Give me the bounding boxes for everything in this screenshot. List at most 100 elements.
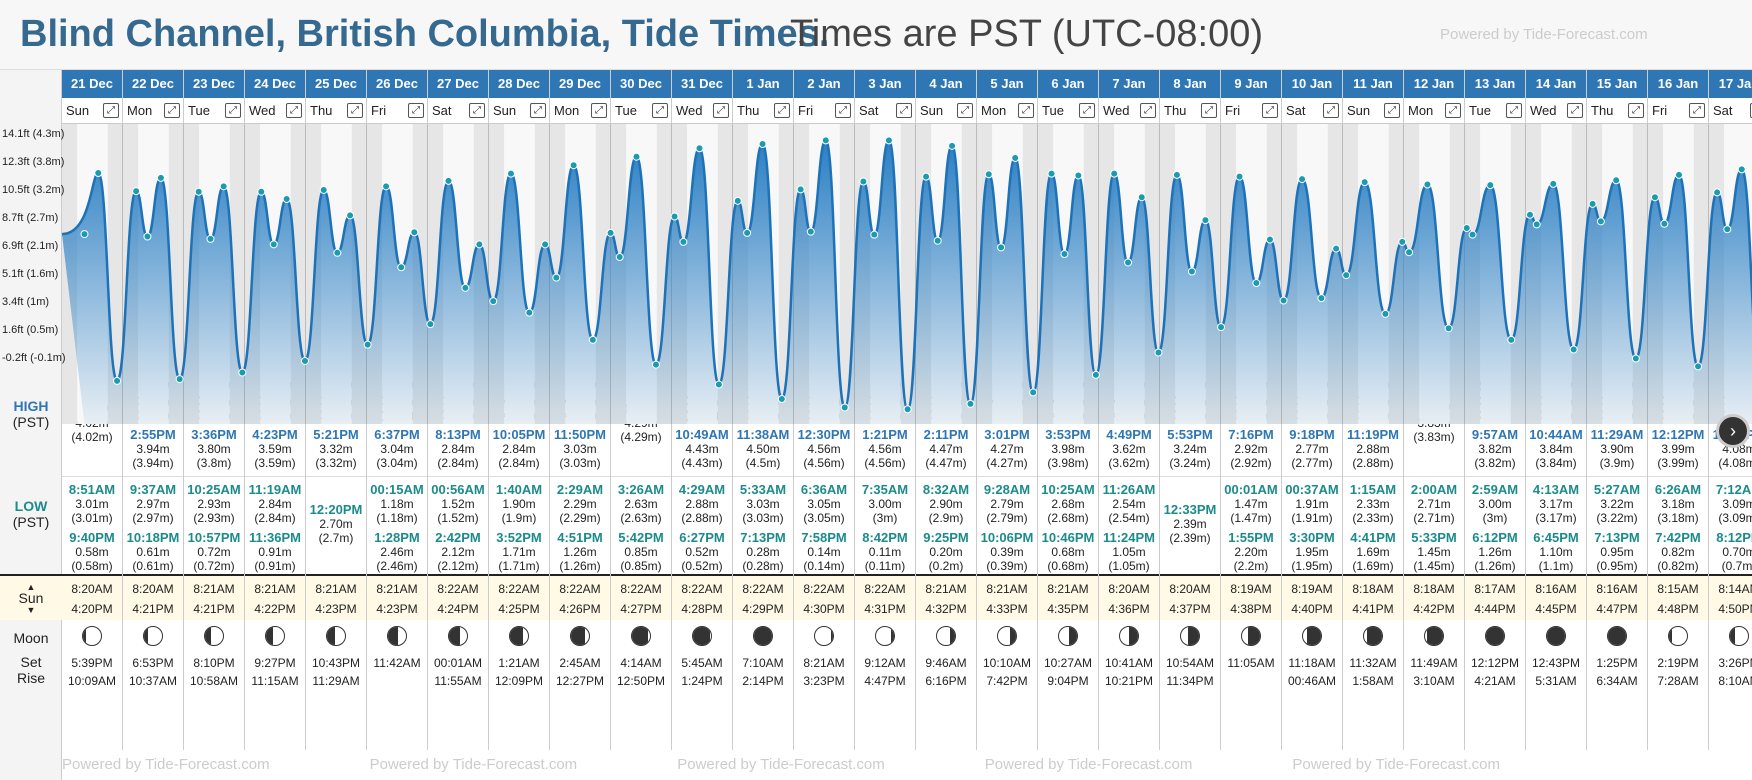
day-of-week[interactable]: Fri ⤢ (1648, 98, 1708, 124)
tide-point[interactable] (984, 170, 993, 179)
tide-point[interactable] (966, 399, 975, 408)
expand-icon[interactable]: ⤢ (103, 103, 119, 118)
tide-point[interactable] (1486, 181, 1495, 190)
date-header[interactable]: 15 Jan (1587, 70, 1647, 98)
tide-point[interactable] (238, 368, 247, 377)
tide-point[interactable] (525, 308, 534, 317)
day-of-week[interactable]: Thu ⤢ (733, 98, 793, 124)
day-of-week[interactable]: Sun ⤢ (1343, 98, 1403, 124)
tide-point[interactable] (1532, 220, 1541, 229)
date-header[interactable]: 21 Dec (62, 70, 122, 98)
day-of-week[interactable]: Tue ⤢ (1465, 98, 1525, 124)
tide-point[interactable] (1124, 258, 1133, 267)
tide-point[interactable] (1737, 165, 1746, 174)
day-of-week[interactable]: Sun ⤢ (62, 98, 122, 124)
tide-point[interactable] (821, 136, 830, 145)
day-of-week[interactable]: Fri ⤢ (1221, 98, 1281, 124)
day-of-week[interactable]: Mon ⤢ (123, 98, 183, 124)
tide-point[interactable] (219, 182, 228, 191)
date-header[interactable]: 27 Dec (428, 70, 488, 98)
tide-point[interactable] (1360, 178, 1369, 187)
tide-point[interactable] (156, 173, 165, 182)
tide-point[interactable] (1588, 199, 1597, 208)
tide-point[interactable] (1342, 271, 1351, 280)
date-header[interactable]: 7 Jan (1099, 70, 1159, 98)
tide-point[interactable] (1011, 153, 1020, 162)
tide-point[interactable] (1317, 294, 1326, 303)
date-header[interactable]: 31 Dec (672, 70, 732, 98)
tide-point[interactable] (859, 177, 868, 186)
tide-point[interactable] (1137, 193, 1146, 202)
expand-icon[interactable]: ⤢ (1201, 103, 1217, 118)
tide-point[interactable] (1423, 180, 1432, 189)
tide-point[interactable] (651, 360, 660, 369)
expand-icon[interactable]: ⤢ (774, 103, 790, 118)
expand-icon[interactable]: ⤢ (1140, 103, 1156, 118)
date-header[interactable]: 13 Jan (1465, 70, 1525, 98)
tide-point[interactable] (1723, 225, 1732, 234)
day-of-week[interactable]: Thu ⤢ (1587, 98, 1647, 124)
tide-point[interactable] (796, 185, 805, 194)
tide-point[interactable] (1060, 250, 1069, 259)
scroll-right-button[interactable]: › (1716, 414, 1750, 448)
tide-point[interactable] (410, 228, 419, 237)
tide-point[interactable] (113, 376, 122, 385)
expand-icon[interactable]: ⤢ (1506, 103, 1522, 118)
tide-point[interactable] (606, 228, 615, 237)
expand-icon[interactable]: ⤢ (1628, 103, 1644, 118)
tide-point[interactable] (346, 211, 355, 220)
day-of-week[interactable]: Sat ⤢ (428, 98, 488, 124)
expand-icon[interactable]: ⤢ (591, 103, 607, 118)
date-header[interactable]: 8 Jan (1160, 70, 1220, 98)
expand-icon[interactable]: ⤢ (347, 103, 363, 118)
tide-point[interactable] (132, 187, 141, 196)
tide-point[interactable] (1074, 171, 1083, 180)
tide-point[interactable] (1569, 345, 1578, 354)
date-header[interactable]: 29 Dec (550, 70, 610, 98)
tide-point[interactable] (1675, 170, 1684, 179)
expand-icon[interactable]: ⤢ (1262, 103, 1278, 118)
expand-icon[interactable]: ⤢ (286, 103, 302, 118)
day-of-week[interactable]: Fri ⤢ (794, 98, 854, 124)
expand-icon[interactable]: ⤢ (225, 103, 241, 118)
tide-point[interactable] (489, 297, 498, 306)
date-header[interactable]: 12 Jan (1404, 70, 1464, 98)
expand-icon[interactable]: ⤢ (957, 103, 973, 118)
tide-point[interactable] (1265, 235, 1274, 244)
tide-point[interactable] (777, 395, 786, 404)
tide-point[interactable] (922, 172, 931, 181)
day-of-week[interactable]: Tue ⤢ (1038, 98, 1098, 124)
tide-point[interactable] (695, 144, 704, 153)
tide-point[interactable] (588, 335, 597, 344)
day-of-week[interactable]: Sat ⤢ (1282, 98, 1342, 124)
date-header[interactable]: 28 Dec (489, 70, 549, 98)
date-header[interactable]: 4 Jan (916, 70, 976, 98)
tide-point[interactable] (444, 176, 453, 185)
tide-point[interactable] (1298, 175, 1307, 184)
tide-point[interactable] (1462, 224, 1471, 233)
date-header[interactable]: 9 Jan (1221, 70, 1281, 98)
date-header[interactable]: 3 Jan (855, 70, 915, 98)
tide-point[interactable] (269, 240, 278, 249)
tide-point[interactable] (1549, 179, 1558, 188)
tide-point[interactable] (714, 380, 723, 389)
tide-point[interactable] (733, 196, 742, 205)
expand-icon[interactable]: ⤢ (1079, 103, 1095, 118)
tide-point[interactable] (870, 230, 879, 239)
day-of-week[interactable]: Tue ⤢ (611, 98, 671, 124)
expand-icon[interactable]: ⤢ (164, 103, 180, 118)
date-header[interactable]: 24 Dec (245, 70, 305, 98)
date-header[interactable]: 23 Dec (184, 70, 244, 98)
tide-point[interactable] (382, 182, 391, 191)
tide-point[interactable] (94, 169, 103, 178)
expand-icon[interactable]: ⤢ (1689, 103, 1705, 118)
tide-point[interactable] (933, 236, 942, 245)
date-header[interactable]: 14 Jan (1526, 70, 1586, 98)
day-of-week[interactable]: Sat ⤢ (1709, 98, 1752, 124)
expand-icon[interactable]: ⤢ (896, 103, 912, 118)
expand-icon[interactable]: ⤢ (1018, 103, 1034, 118)
tide-point[interactable] (397, 263, 406, 272)
tide-point[interactable] (1713, 188, 1722, 197)
tide-point[interactable] (1154, 348, 1163, 357)
tide-point[interactable] (257, 187, 266, 196)
